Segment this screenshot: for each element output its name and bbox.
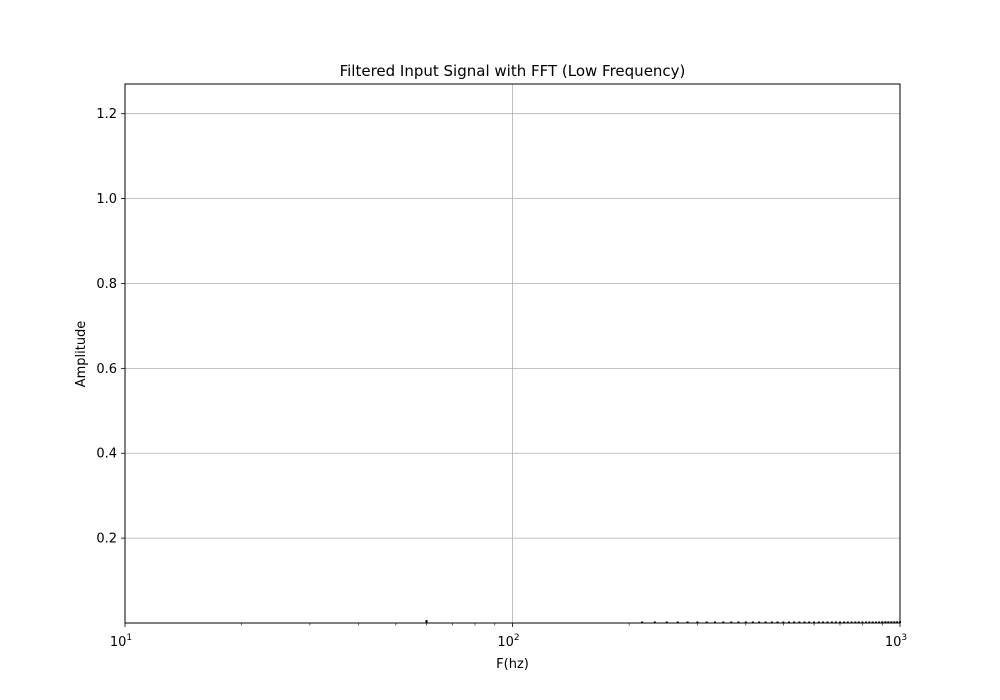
x-tick-label: 101 (110, 633, 132, 650)
data-bar (676, 621, 679, 623)
x-tick-exponent: 1 (126, 633, 132, 643)
data-bar (722, 621, 725, 623)
data-bar (850, 621, 853, 623)
data-bar (776, 621, 779, 623)
data-bar (696, 621, 699, 623)
data-bar (665, 621, 668, 623)
data-bar (830, 621, 833, 623)
data-bar (874, 621, 877, 623)
data-bar (705, 621, 708, 623)
data-bar (764, 621, 767, 623)
y-tick-label: 0.4 (96, 447, 117, 462)
data-bar (893, 621, 896, 623)
x-tick-label: 102 (497, 633, 519, 650)
data-marks (425, 620, 901, 623)
data-bar (787, 621, 790, 623)
data-bar (826, 621, 829, 623)
data-bar (793, 621, 796, 623)
data-bar (798, 621, 801, 623)
data-bar (758, 621, 761, 623)
data-bar (834, 621, 837, 623)
data-bar (881, 621, 884, 623)
data-bar (884, 621, 887, 623)
data-bar (861, 621, 864, 623)
data-bar (425, 620, 428, 623)
x-tick-exponent: 2 (514, 633, 520, 643)
y-tick-label: 0.2 (96, 532, 117, 547)
y-tick-label: 1.0 (96, 192, 117, 207)
data-bar (803, 621, 806, 623)
x-axis-label: F(hz) (496, 657, 529, 672)
data-bar (737, 621, 740, 623)
data-bar (857, 621, 860, 623)
y-axis-label: Amplitude (74, 321, 89, 388)
x-tick-label: 103 (885, 633, 907, 650)
x-tick-base: 10 (885, 635, 902, 650)
data-bar (813, 621, 816, 623)
grid (125, 84, 900, 623)
data-bar (713, 621, 716, 623)
data-bar (890, 621, 893, 623)
data-bar (864, 621, 867, 623)
data-bar (653, 621, 656, 623)
data-bar (817, 621, 820, 623)
data-bar (808, 621, 811, 623)
chart-title: Filtered Input Signal with FFT (Low Freq… (340, 62, 686, 80)
data-bar (730, 621, 733, 623)
data-bar (770, 621, 773, 623)
data-bar (782, 621, 785, 623)
data-bar (896, 621, 899, 623)
x-tick-exponent: 3 (901, 633, 907, 643)
data-bar (854, 621, 857, 623)
data-bar (751, 621, 754, 623)
data-bar (878, 621, 881, 623)
x-tick-base: 10 (110, 635, 127, 650)
data-bar (843, 621, 846, 623)
x-tick-base: 10 (497, 635, 514, 650)
data-bar (838, 621, 841, 623)
y-tick-label: 0.8 (96, 277, 117, 292)
y-tick-label: 1.2 (96, 107, 117, 122)
data-bar (822, 621, 825, 623)
data-bar (686, 621, 689, 623)
data-bar (887, 621, 890, 623)
data-bar (846, 621, 849, 623)
y-tick-label: 0.6 (96, 362, 117, 377)
data-bar (868, 621, 871, 623)
data-bar (641, 621, 644, 623)
data-bar (744, 621, 747, 623)
data-bar (871, 621, 874, 623)
